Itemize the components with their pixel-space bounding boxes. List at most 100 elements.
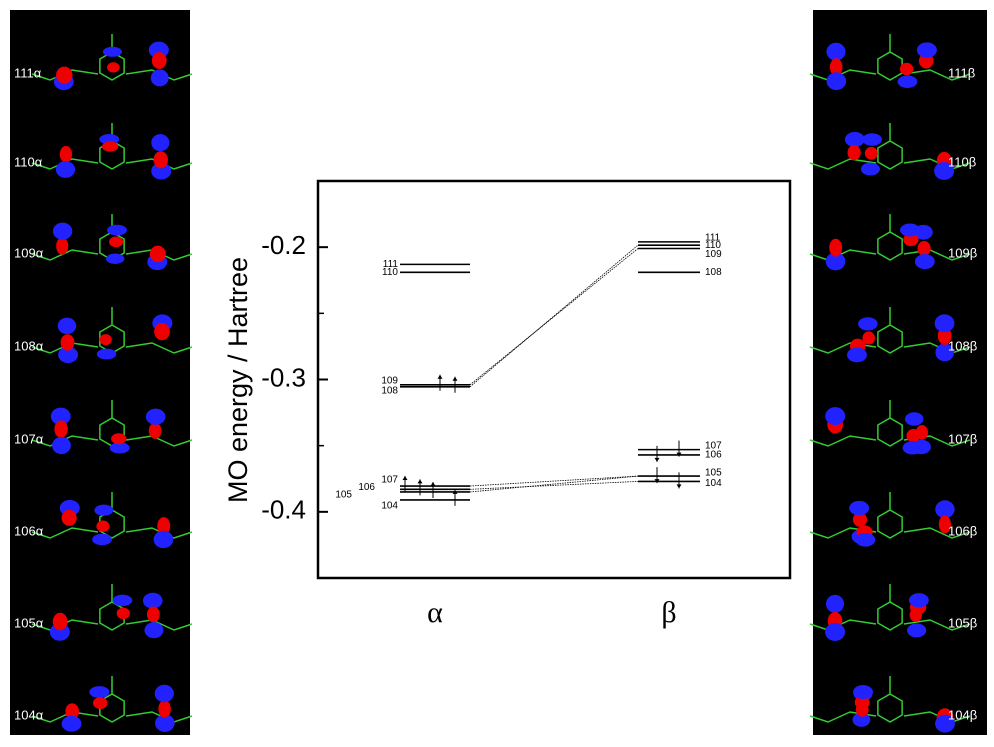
orbital-label: 106α [14,523,44,538]
lobe [847,145,861,161]
lobe [57,317,77,335]
lobe [112,594,133,607]
lobe [94,504,114,516]
arm [31,711,99,723]
lobe [825,594,845,613]
x-category-label: α [427,596,443,629]
lobe [934,162,955,180]
lobe [109,236,124,248]
lobe [908,593,929,608]
electron-arrow-head [402,476,408,481]
lobe [846,347,867,363]
orbital-label: 104α [14,707,44,722]
orbital-label: 110β [948,154,976,169]
lobe [56,237,69,255]
arm [31,249,99,261]
lobe [153,151,168,169]
orbital-label: 108β [948,338,977,353]
lobe [825,407,846,426]
orbital-image [31,400,193,455]
ring [877,693,903,723]
electron-arrow-head [676,484,682,489]
lobe [914,254,935,270]
ring [99,140,125,170]
level-label: 108 [381,385,398,396]
level-label: 111 [383,259,399,270]
electron-arrow-head [452,376,458,381]
level-label: 107 [705,440,722,451]
orbital-image [809,123,971,180]
lobe [154,322,170,341]
lobe [917,240,931,256]
lobe [829,238,843,257]
arm [903,527,971,539]
orbital-image [31,123,193,180]
lobe [902,441,923,455]
lobe [858,317,878,331]
lobe [61,715,82,732]
right-panel [813,10,987,735]
orbital-image [809,34,971,91]
orbital-label: 109α [14,245,44,260]
lobe [844,131,865,148]
lobe [151,52,167,70]
orbital-image [31,307,193,363]
orbital-label: 109β [948,245,977,260]
orbital-image [31,584,193,641]
lobe [915,425,929,440]
lobe [59,145,73,163]
ring [877,601,903,631]
arm [809,435,877,447]
ring [877,140,903,170]
orbital-image [31,34,193,91]
lobe [158,700,171,718]
ring [877,509,903,539]
lobe [109,442,130,454]
level-label: 104 [381,501,398,512]
lobe [826,42,846,61]
lobe [149,245,166,263]
orbital-image [31,214,193,271]
ring [877,231,903,261]
y-tick-label: -0.4 [261,495,306,525]
lobe [60,334,75,351]
level-label: 104 [705,478,722,489]
lobe [96,520,110,532]
level-label: 108 [705,267,722,278]
correlation-line [469,475,639,487]
electron-arrow-head [654,457,660,462]
lobe [151,162,172,180]
orbital-image [809,214,971,271]
lobe [904,412,924,426]
level-label: 109 [705,249,722,260]
lobe [96,348,117,360]
lobe [909,608,923,622]
correlation-line [469,480,639,490]
lobe [52,222,73,240]
lobe [864,146,878,160]
lobe [50,407,71,426]
electron-arrow-head [437,374,443,379]
lobe [855,533,876,547]
orbital-label: 108α [14,338,44,353]
lobe [142,592,163,609]
y-axis-label: MO energy / Hartree [223,257,253,503]
lobe [52,612,68,631]
level-label: 105 [335,490,352,501]
lobe [102,141,119,152]
ring [877,324,903,354]
lobe [862,331,875,345]
orbital-label: 106β [948,523,977,538]
lobe [52,436,71,455]
lobe [148,422,162,439]
lobe [829,58,843,77]
arm [903,69,971,81]
arm [903,249,971,261]
lobe [107,62,120,73]
orbital-image [31,492,193,549]
lobe [934,314,955,333]
lobe [826,72,847,91]
lobe [155,714,175,732]
lobe [146,606,160,623]
lobe [916,42,937,58]
